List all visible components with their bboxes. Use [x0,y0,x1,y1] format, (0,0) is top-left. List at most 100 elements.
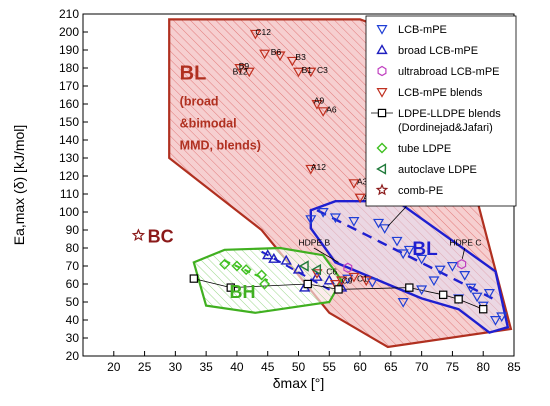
data-point-s0-p1 [317,208,329,218]
hdpe-a-pointer [387,206,407,227]
data-point-s5-p2 [240,264,252,276]
y-tick-label-160: 160 [59,97,79,111]
hdpe-c-pointer [461,247,466,259]
data-point-s6-p0 [298,260,309,272]
annotation-hdpe-c: HDPE C [449,238,481,248]
data-point-s1-p2 [280,254,292,265]
data-point-s5-p1 [231,260,243,272]
data-point-s3-p4 [274,51,286,62]
x-tick-label-20: 20 [107,360,121,374]
data-point-s5-p4 [259,278,271,290]
data-point-s4-p7 [479,305,488,314]
data-point-s3-p1 [259,49,271,60]
legend-box [365,15,517,207]
region-label-bc: BC [148,226,174,246]
data-point-s0-p6 [391,236,403,247]
data-point-s0-p2 [329,213,341,224]
y-tick-label-60: 60 [66,277,80,291]
data-point-s4-p4 [405,283,414,292]
data-point-s4-p6 [454,295,463,304]
data-point-s7-p0 [131,228,146,242]
data-point-s0-p8 [403,245,415,256]
data-point-s0-p22 [397,298,409,308]
y-tick-label-190: 190 [59,43,79,57]
data-point-s2-p0 [343,262,353,273]
y-tick-label-150: 150 [59,115,79,129]
data-point-s3-p11 [348,179,360,189]
y-tick-label-30: 30 [66,331,80,345]
y-tick-label-180: 180 [59,61,79,75]
x-tick-label-45: 45 [261,360,275,374]
legend-marker-s1 [376,44,388,55]
data-point-s3-p10 [305,164,317,175]
data-point-s4-p3 [334,285,343,294]
annotation-a6: A6 [326,104,337,114]
hdpe-b-pointer [313,247,339,263]
annotation-c6: C6 [326,266,337,276]
y-tick-label-200: 200 [59,25,79,39]
data-point-s3-p15 [336,276,348,287]
legend-marker-s2 [377,65,387,77]
data-point-s3-p12 [354,193,366,204]
y-tick-label-80: 80 [66,241,80,255]
region-label-bl-blue: BL [412,239,438,260]
legend-marker-s3 [376,88,388,98]
region-sublabel-1: &bimodal [180,116,237,130]
data-point-s3-p17 [360,276,372,287]
data-point-s3-p9 [317,107,329,117]
data-point-s0-p17 [489,316,502,326]
data-point-s3-p6 [292,67,305,78]
x-tick-label-75: 75 [446,360,460,374]
x-tick-label-35: 35 [199,360,213,374]
data-point-s5-p0 [219,258,231,270]
region-label-bh: BH [230,282,256,302]
legend-marker-s0 [376,25,388,35]
y-tick-label-40: 40 [66,313,80,327]
data-point-s1-p3 [292,263,305,274]
annotation-a12: A12 [311,162,326,172]
x-tick-label-40: 40 [230,360,244,374]
data-point-s6-p1 [311,263,322,276]
y-tick-label-120: 120 [59,169,79,183]
x-tick-label-60: 60 [353,360,367,374]
annotation-b1: B1 [302,65,313,75]
tube-trend-line [224,259,269,282]
data-point-s3-p7 [305,67,317,78]
annotation-c9: C9 [342,275,353,285]
data-point-s3-p14 [329,280,341,290]
data-point-s2-p1 [457,259,467,270]
y-tick-label-70: 70 [66,259,80,273]
legend-label-s2: ultrabroad LCB-mPE [398,66,500,78]
legend-marker-s6 [376,163,387,175]
data-point-s1-p5 [323,274,335,285]
data-point-s1-p0 [262,249,274,260]
annotation-b9: B9 [239,61,250,71]
x-tick-label-70: 70 [415,360,429,374]
annotation-c1: C1 [357,274,368,284]
data-point-s0-p4 [373,218,385,229]
legend-label-s0: LCB-mPE [398,24,447,36]
y-tick-label-50: 50 [66,295,80,309]
legend-label-s1: broad LCB-mPE [398,45,478,57]
x-tick-label-85: 85 [507,360,521,374]
data-point-s0-p14 [471,292,483,303]
data-point-s1-p4 [311,270,323,281]
region-sublabel-2: MMD, blends) [180,138,261,152]
data-point-s1-p1 [268,252,280,263]
annotation-hdpe-b: HDPE B [299,238,331,248]
legend-label-s3: LCB-mPE blends [398,87,483,99]
data-point-s4-p2 [303,279,312,289]
legend-label-s6: autoclave LDPE [398,164,477,176]
data-point-s3-p5 [286,56,298,67]
annotation-b3: B3 [295,52,306,62]
legend-label-s5: tube LDPE [398,143,451,155]
data-point-s0-p0 [305,215,317,225]
legend-label-s4: LDPE-LLDPE blends (Dordinejad&Jafari) [398,108,501,134]
region-label-bl-red: BL [180,63,207,85]
y-tick-label-100: 100 [59,205,79,219]
region-sublabel-0: (broad [180,94,219,108]
x-tick-label-25: 25 [138,360,152,374]
data-point-s3-p8 [311,100,323,110]
y-tick-label-170: 170 [59,79,79,93]
